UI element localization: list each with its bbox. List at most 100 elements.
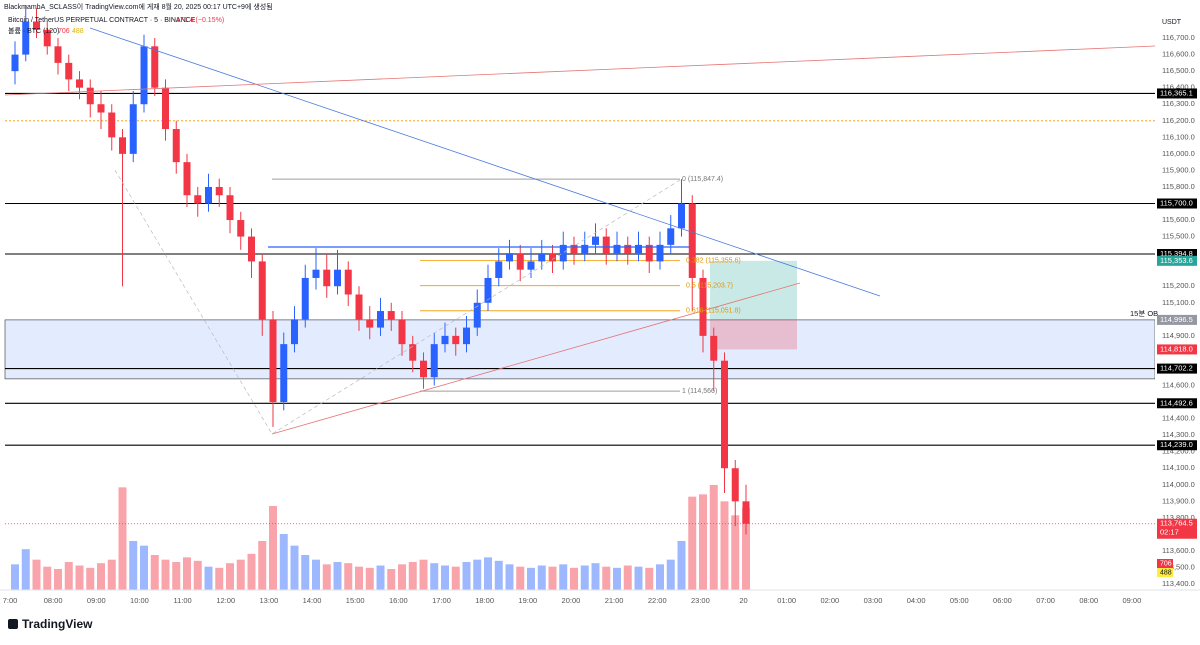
fib-label: 0.618 (115,051.8) bbox=[686, 308, 741, 315]
x-tick-label: 7:00 bbox=[3, 596, 18, 605]
candle-body bbox=[377, 311, 384, 328]
x-tick-label: 10:00 bbox=[130, 596, 149, 605]
price-label-bg bbox=[1157, 344, 1197, 355]
y-tick-label: 113,800.0 bbox=[1162, 513, 1195, 522]
candle-body bbox=[742, 501, 750, 524]
volume-bar bbox=[548, 566, 557, 590]
symbol: Bitcoin / TetherUS PERPETUAL CONTRACT · … bbox=[8, 17, 196, 24]
candle-body bbox=[710, 335, 718, 361]
volume-bar bbox=[602, 566, 611, 590]
candle-body bbox=[86, 87, 94, 105]
volume-bar bbox=[193, 560, 202, 590]
volume-bar bbox=[21, 549, 30, 590]
candle-body bbox=[613, 244, 621, 254]
candle-body bbox=[119, 137, 126, 154]
volume-bar bbox=[494, 560, 503, 590]
candle-body bbox=[645, 244, 653, 262]
volume-bar bbox=[140, 545, 148, 590]
x-tick-label: 20:00 bbox=[562, 596, 581, 605]
y-tick-label: 116,500.0 bbox=[1162, 66, 1195, 75]
volume-bar bbox=[709, 485, 718, 590]
volume-bar bbox=[484, 557, 492, 590]
candle-body bbox=[441, 335, 449, 345]
y-tick-label: 113,500.0 bbox=[1162, 562, 1195, 571]
candle-body bbox=[172, 129, 180, 163]
x-tick-label: 03:00 bbox=[864, 596, 883, 605]
volume-bar bbox=[344, 563, 353, 590]
candle-body bbox=[226, 195, 234, 221]
volume-bar bbox=[645, 567, 654, 590]
volume-ma-chip: 488 bbox=[1160, 569, 1172, 576]
price-label: 116,365.1 bbox=[1160, 88, 1193, 97]
volume-bar bbox=[333, 562, 342, 590]
volume-bar bbox=[118, 487, 127, 590]
candle-body bbox=[430, 344, 438, 378]
brand: TradingView bbox=[22, 617, 93, 631]
y-tick-label: 114,600.0 bbox=[1162, 380, 1195, 389]
price-label-bg bbox=[1157, 398, 1197, 409]
volume-bar bbox=[269, 506, 277, 590]
y-tick-label: 114,300.0 bbox=[1162, 430, 1195, 439]
price-label-bg bbox=[1157, 88, 1197, 99]
candle-body bbox=[129, 104, 137, 154]
volume-bar bbox=[591, 563, 600, 590]
y-tick-label: 113,600.0 bbox=[1162, 546, 1195, 555]
price-label: 114,818.0 bbox=[1160, 344, 1193, 353]
candle-body bbox=[76, 79, 83, 88]
volume-bar bbox=[247, 553, 256, 590]
price-label: 115,700.0 bbox=[1160, 198, 1193, 207]
volume-bar bbox=[398, 564, 406, 590]
candle-body bbox=[22, 21, 30, 55]
volume-bar bbox=[580, 565, 589, 590]
volume-bar bbox=[537, 565, 546, 590]
x-tick-label: 16:00 bbox=[389, 596, 408, 605]
volume-bar bbox=[387, 569, 396, 590]
candle-body bbox=[108, 112, 116, 138]
candle-body bbox=[301, 277, 309, 320]
currency: USDT bbox=[1162, 19, 1182, 26]
y-tick-label: 114,100.0 bbox=[1162, 463, 1195, 472]
candle-body bbox=[602, 236, 610, 254]
target-box bbox=[710, 260, 797, 320]
y-tick-label: 116,200.0 bbox=[1162, 116, 1195, 125]
candle-body bbox=[65, 62, 73, 80]
volume-bar bbox=[312, 559, 320, 590]
countdown: 02:17 bbox=[1160, 528, 1179, 537]
fib-label: 0.382 (115,355.6) bbox=[686, 257, 741, 264]
volume-bar bbox=[742, 507, 750, 590]
candle-body bbox=[269, 319, 277, 403]
candle-body bbox=[54, 46, 62, 63]
y-tick-label: 115,500.0 bbox=[1162, 232, 1195, 241]
candle-body bbox=[248, 236, 255, 262]
x-tick-label: 09:00 bbox=[1123, 596, 1142, 605]
y-tick-label: 115,600.0 bbox=[1162, 215, 1195, 224]
candle-body bbox=[516, 253, 524, 270]
y-tick-label: 114,000.0 bbox=[1162, 480, 1195, 489]
x-tick-label: 05:00 bbox=[950, 596, 969, 605]
y-tick-label: 115,800.0 bbox=[1162, 182, 1195, 191]
x-tick-label: 04:00 bbox=[907, 596, 926, 605]
volume-bar bbox=[161, 559, 170, 590]
price-label-bg bbox=[1157, 440, 1197, 451]
trend-line bbox=[271, 282, 801, 435]
candle-body bbox=[495, 261, 503, 278]
candle-body bbox=[237, 220, 245, 237]
volume-bar bbox=[183, 557, 191, 590]
candle-body bbox=[452, 335, 460, 345]
volume-bar bbox=[290, 545, 299, 590]
zone-label: 15분 OB bbox=[1130, 309, 1158, 318]
trend-line bbox=[89, 27, 881, 297]
volume-bar bbox=[322, 564, 331, 590]
y-tick-label: 116,100.0 bbox=[1162, 132, 1195, 141]
candle-body bbox=[97, 104, 105, 113]
candle-body bbox=[624, 244, 632, 254]
candle-body bbox=[258, 261, 266, 320]
volume-bar bbox=[204, 566, 213, 590]
volume-bar bbox=[451, 566, 460, 590]
volume-bar bbox=[441, 565, 449, 590]
x-tick-label: 07:00 bbox=[1036, 596, 1055, 605]
price-label-bg bbox=[1157, 249, 1197, 260]
y-tick-label: 114,400.0 bbox=[1162, 414, 1195, 423]
volume-bar bbox=[731, 515, 740, 590]
volume-bar bbox=[419, 559, 428, 590]
